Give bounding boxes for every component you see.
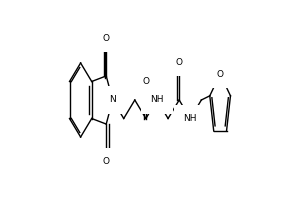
Text: O: O (103, 34, 110, 43)
Text: O: O (142, 77, 149, 86)
Text: O: O (176, 58, 183, 67)
Text: NH: NH (150, 96, 164, 104)
Text: NH: NH (184, 114, 197, 123)
Text: O: O (217, 70, 224, 79)
Text: N: N (109, 96, 116, 104)
Text: O: O (103, 157, 110, 166)
